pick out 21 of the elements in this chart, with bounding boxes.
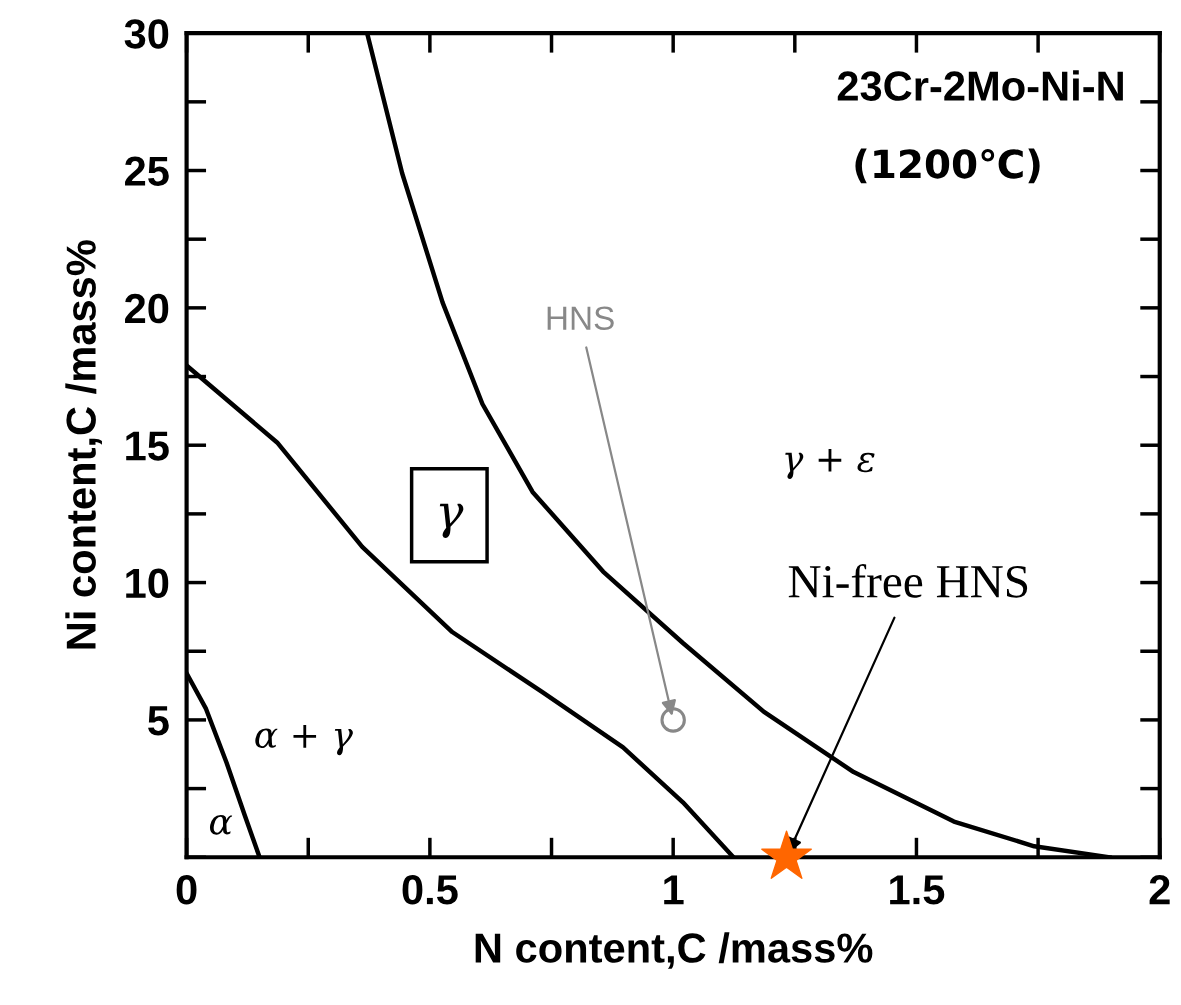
x-axis-title: N content,C /mass% [475, 932, 873, 969]
y-tick-label: 25 [125, 156, 169, 187]
annotation: γ + ε [785, 448, 875, 480]
y-tick-label: 30 [124, 19, 169, 49]
y-tick-label: 10 [126, 568, 169, 599]
y-tick-label: 5 [148, 706, 169, 736]
annotation: α + γ [255, 725, 353, 756]
x-tick-label: 1 [664, 875, 684, 905]
x-tick-label: 2 [1149, 875, 1170, 905]
y-tick-label: 15 [126, 431, 169, 461]
y-axis-title: Ni content,C /mass% [65, 240, 102, 649]
annotation: γ [439, 503, 464, 539]
y-tick-label: 20 [125, 293, 169, 324]
text: (1200℃) [855, 148, 1040, 184]
text: 23Cr-2Mo-Ni-N [837, 70, 1123, 101]
annotation: Ni-free HNS [788, 563, 1028, 598]
annotation: α [209, 815, 233, 835]
x-tick-label: 1.5 [890, 875, 945, 905]
annotation: HNS [547, 306, 614, 330]
x-tick-label: 0 [176, 875, 197, 905]
x-tick-label: 0.5 [402, 875, 458, 905]
